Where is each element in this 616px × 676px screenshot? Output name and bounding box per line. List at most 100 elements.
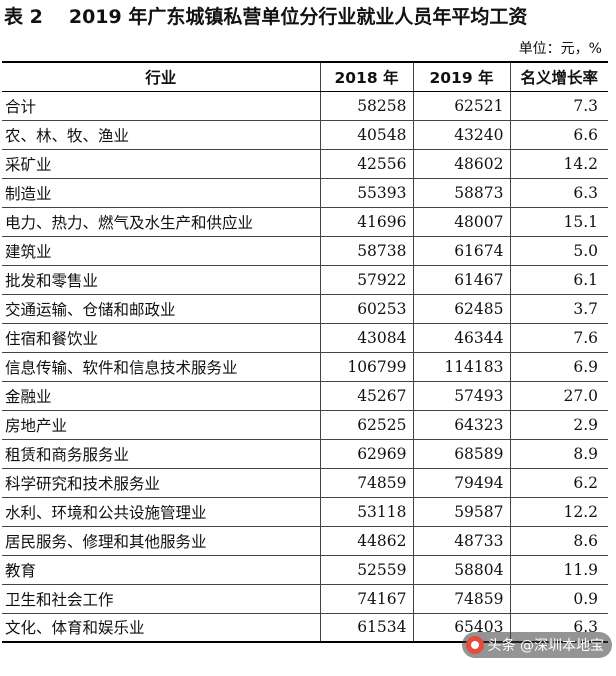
wage-table: 行业 2018 年 2019 年 名义增长率 合计 58258 62521 7.3 农、…: [2, 61, 608, 643]
cell-wage-2018: 42556: [319, 148, 413, 178]
table-row: 批发和零售业 57922 61467 6.1: [2, 264, 608, 294]
table-row: 租赁和商务服务业 62969 68589 8.9: [2, 438, 608, 468]
table-row: 交通运输、仓储和邮政业 60253 62485 3.7: [2, 293, 608, 323]
cell-wage-2018: 53118: [319, 496, 413, 526]
cell-wage-2018: 58738: [319, 235, 413, 265]
cell-wage-2018: 106799: [319, 351, 413, 381]
cell-wage-2018: 41696: [319, 206, 413, 236]
cell-wage-2019: 74859: [412, 583, 510, 613]
cell-industry: 采矿业: [2, 148, 320, 178]
cell-growth-rate: 6.9: [509, 351, 608, 381]
table-row: 制造业 55393 58873 6.3: [2, 177, 608, 207]
cell-growth-rate: 7.6: [509, 322, 608, 352]
table-header-row: 行业 2018 年 2019 年 名义增长率: [2, 62, 608, 92]
cell-wage-2019: 46344: [412, 322, 510, 352]
table-body: 合计 58258 62521 7.3 农、林、牧、渔业 40548 43240 6.6 采矿业 4…: [2, 90, 608, 642]
cell-industry: 卫生和社会工作: [2, 583, 320, 613]
cell-wage-2019: 79494: [412, 467, 510, 497]
cell-growth-rate: 6.2: [509, 467, 608, 497]
cell-wage-2018: 74859: [319, 467, 413, 497]
cell-wage-2019: 58804: [412, 554, 510, 584]
cell-wage-2018: 44862: [319, 525, 413, 555]
toutiao-logo-icon: [465, 636, 484, 654]
table-row: 电力、热力、燃气及水生产和供应业 41696 48007 15.1: [2, 206, 608, 236]
cell-industry: 金融业: [2, 380, 320, 410]
table-row: 金融业 45267 57493 27.0: [2, 380, 608, 410]
cell-wage-2019: 57493: [412, 380, 510, 410]
column-header-industry: 行业: [2, 62, 320, 92]
table-row: 居民服务、修理和其他服务业 44862 48733 8.6: [2, 525, 608, 555]
cell-growth-rate: 27.0: [509, 380, 608, 410]
cell-wage-2019: 48602: [412, 148, 510, 178]
watermark-text: 头条 @深圳本地宝: [487, 638, 604, 654]
table-row: 采矿业 42556 48602 14.2: [2, 148, 608, 178]
cell-growth-rate: 6.1: [509, 264, 608, 294]
cell-wage-2019: 64323: [412, 409, 510, 439]
cell-growth-rate: 6.3: [509, 177, 608, 207]
cell-growth-rate: 14.2: [509, 148, 608, 178]
cell-wage-2019: 59587: [412, 496, 510, 526]
cell-wage-2018: 58258: [319, 90, 413, 120]
cell-wage-2018: 55393: [319, 177, 413, 207]
table-row: 房地产业 62525 64323 2.9: [2, 409, 608, 439]
cell-growth-rate: 15.1: [509, 206, 608, 236]
cell-growth-rate: 8.9: [509, 438, 608, 468]
cell-wage-2019: 62521: [412, 90, 510, 120]
table-row: 合计 58258 62521 7.3: [2, 90, 608, 120]
table-row: 信息传输、软件和信息技术服务业 106799 114183 6.9: [2, 351, 608, 381]
unit-note: 单位：元，%: [518, 41, 602, 57]
table-row: 卫生和社会工作 74167 74859 0.9: [2, 583, 608, 613]
table-row: 科学研究和技术服务业 74859 79494 6.2: [2, 467, 608, 497]
cell-wage-2019: 48733: [412, 525, 510, 555]
table-row: 教育 52559 58804 11.9: [2, 554, 608, 584]
table-number: 表 2: [4, 6, 43, 28]
cell-wage-2019: 61467: [412, 264, 510, 294]
cell-industry: 建筑业: [2, 235, 320, 265]
cell-industry: 电力、热力、燃气及水生产和供应业: [2, 206, 320, 236]
cell-industry: 教育: [2, 554, 320, 584]
cell-growth-rate: 8.6: [509, 525, 608, 555]
cell-wage-2018: 40548: [319, 119, 413, 149]
cell-industry: 水利、环境和公共设施管理业: [2, 496, 320, 526]
cell-industry: 住宿和餐饮业: [2, 322, 320, 352]
cell-industry: 房地产业: [2, 409, 320, 439]
cell-wage-2018: 52559: [319, 554, 413, 584]
table-row: 住宿和餐饮业 43084 46344 7.6: [2, 322, 608, 352]
cell-wage-2019: 114183: [412, 351, 510, 381]
table-row: 农、林、牧、渔业 40548 43240 6.6: [2, 119, 608, 149]
cell-growth-rate: 12.2: [509, 496, 608, 526]
cell-industry: 制造业: [2, 177, 320, 207]
cell-wage-2019: 61674: [412, 235, 510, 265]
cell-industry: 信息传输、软件和信息技术服务业: [2, 351, 320, 381]
cell-wage-2018: 74167: [319, 583, 413, 613]
cell-wage-2019: 62485: [412, 293, 510, 323]
column-header-2018: 2018 年: [319, 62, 413, 92]
table-row: 水利、环境和公共设施管理业 53118 59587 12.2: [2, 496, 608, 526]
cell-industry: 租赁和商务服务业: [2, 438, 320, 468]
cell-industry: 交通运输、仓储和邮政业: [2, 293, 320, 323]
cell-industry: 科学研究和技术服务业: [2, 467, 320, 497]
cell-industry: 合计: [2, 90, 320, 120]
cell-wage-2018: 45267: [319, 380, 413, 410]
cell-wage-2019: 58873: [412, 177, 510, 207]
cell-wage-2018: 57922: [319, 264, 413, 294]
cell-wage-2018: 62525: [319, 409, 413, 439]
watermark: 头条 @深圳本地宝: [461, 632, 612, 658]
table-row: 建筑业 58738 61674 5.0: [2, 235, 608, 265]
column-header-2019: 2019 年: [412, 62, 510, 92]
cell-wage-2019: 43240: [412, 119, 510, 149]
cell-growth-rate: 2.9: [509, 409, 608, 439]
cell-growth-rate: 5.0: [509, 235, 608, 265]
table-title: 表 2 2019 年广东城镇私营单位分行业就业人员年平均工资: [4, 3, 527, 31]
cell-growth-rate: 6.6: [509, 119, 608, 149]
cell-wage-2019: 68589: [412, 438, 510, 468]
cell-industry: 居民服务、修理和其他服务业: [2, 525, 320, 555]
cell-growth-rate: 3.7: [509, 293, 608, 323]
column-header-growth: 名义增长率: [509, 62, 608, 92]
cell-industry: 批发和零售业: [2, 264, 320, 294]
cell-wage-2019: 48007: [412, 206, 510, 236]
cell-growth-rate: 0.9: [509, 583, 608, 613]
cell-wage-2018: 43084: [319, 322, 413, 352]
cell-industry: 农、林、牧、渔业: [2, 119, 320, 149]
cell-wage-2018: 62969: [319, 438, 413, 468]
